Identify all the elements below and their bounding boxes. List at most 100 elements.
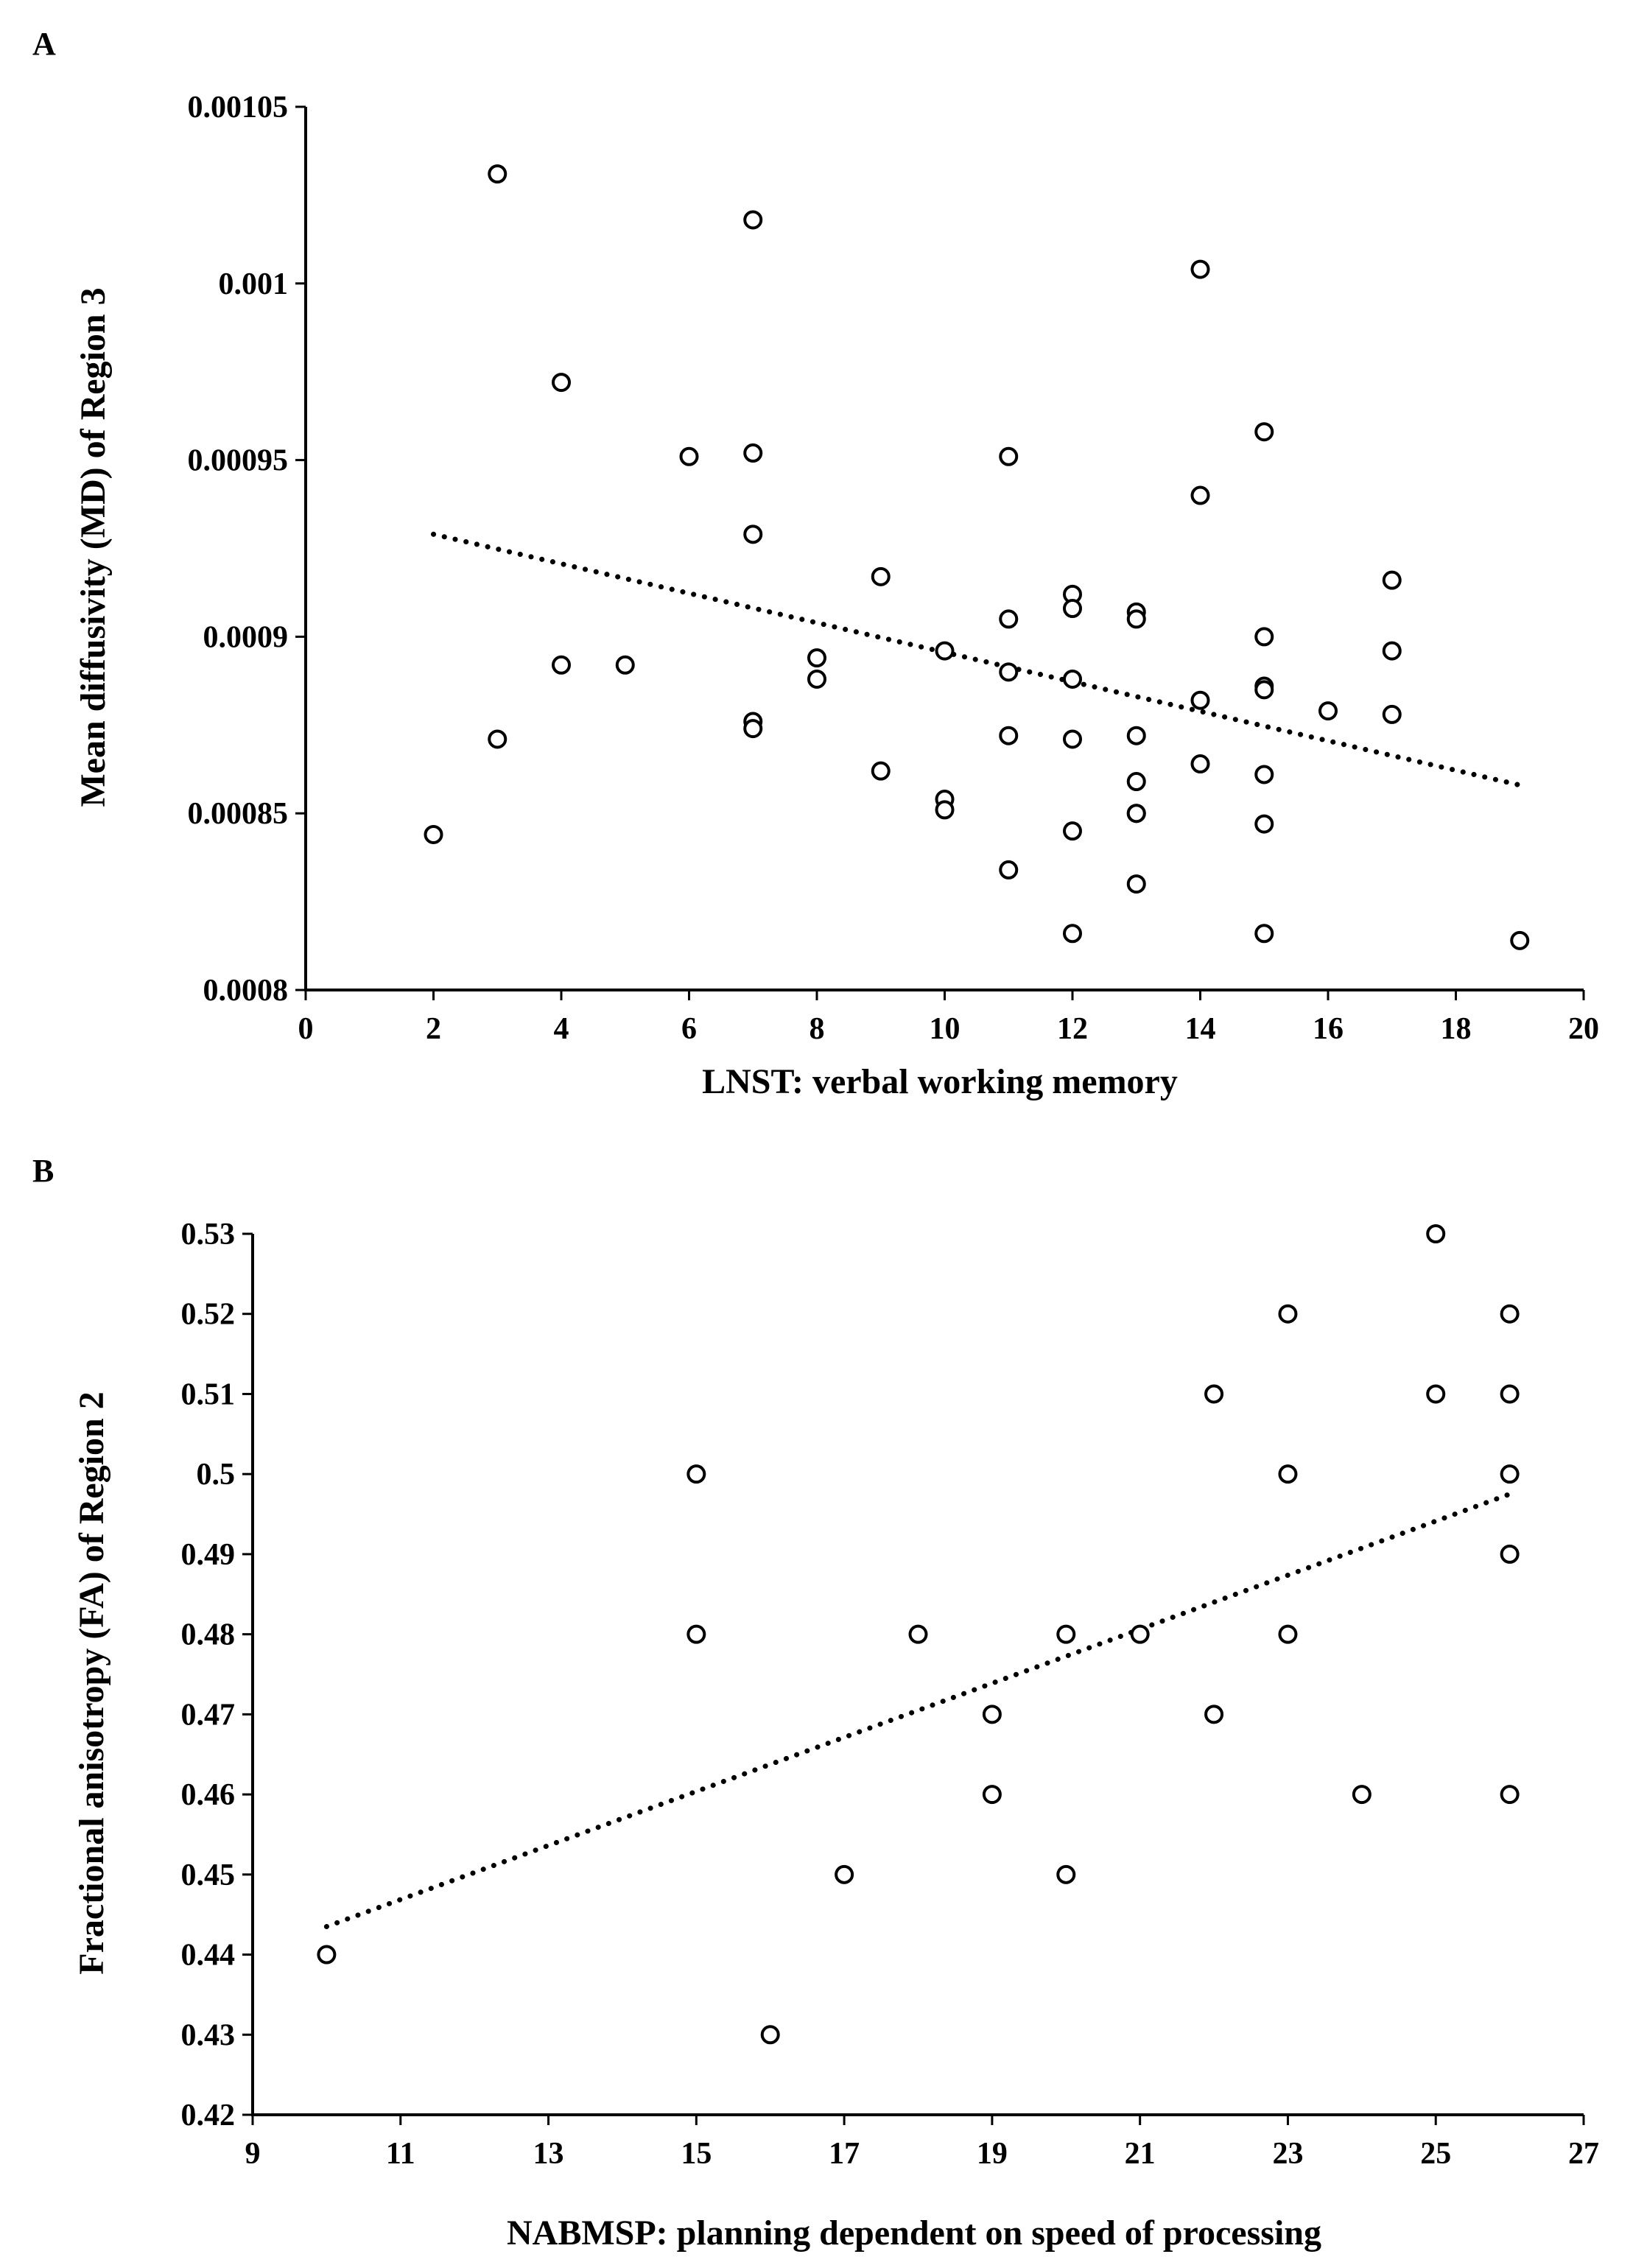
panel-a-data-point xyxy=(1063,729,1082,749)
panel-a-data-point xyxy=(1063,599,1082,619)
panel-b-trendline xyxy=(323,1491,1513,1929)
panel-b-data-point xyxy=(1500,1464,1520,1484)
panel-b-data-point xyxy=(1056,1864,1076,1884)
panel-a-x-axis-title: LNST: verbal working memory xyxy=(702,1062,1178,1101)
panel-a-data-point xyxy=(1126,874,1146,894)
panel-b-data-point xyxy=(686,1464,706,1484)
panel-b-x-axis-title: NABMSP: planning dependent on speed of p… xyxy=(507,2213,1321,2253)
panel-a-data-point xyxy=(935,641,955,661)
panel-a-data-point xyxy=(871,761,891,781)
panel-b-y-tick-label: 0.42 xyxy=(181,2099,236,2132)
panel-b-data-point xyxy=(982,1785,1002,1805)
panel-a-data-point xyxy=(1126,609,1146,629)
panel-a-data-point xyxy=(999,446,1019,466)
panel-a-x-tick-label: 20 xyxy=(1568,1012,1599,1046)
panel-a-y-tick-label: 0.00105 xyxy=(188,91,289,124)
panel-a-data-point xyxy=(999,609,1019,629)
panel-a-trendline xyxy=(431,531,1523,788)
panel-a-data-point xyxy=(1126,726,1146,745)
panel-b-y-tick-label: 0.5 xyxy=(197,1458,236,1492)
panel-b-x-tick-label: 13 xyxy=(533,2137,564,2171)
panel-b-x-tick-label: 9 xyxy=(245,2137,261,2171)
panel-a-data-point xyxy=(1318,701,1338,721)
panel-b-data-point xyxy=(1500,1785,1520,1805)
panel-b-data-point xyxy=(1056,1624,1076,1644)
panel-b-y-tick-label: 0.43 xyxy=(181,2018,236,2052)
panel-b-data-point xyxy=(760,2025,780,2045)
panel-b-y-tick-label: 0.47 xyxy=(181,1698,236,1732)
panel-a-data-point xyxy=(1126,804,1146,824)
panel-a-data-point xyxy=(552,373,571,393)
panel-a-data-point xyxy=(743,719,763,739)
panel-b-data-point xyxy=(317,1945,337,1965)
panel-b-data-point xyxy=(1426,1224,1446,1243)
panel-a-data-point xyxy=(1254,422,1274,442)
panel-b-data-point xyxy=(1278,1464,1298,1484)
panel-b-y-tick-label: 0.53 xyxy=(181,1218,236,1251)
panel-b-x-tick-label: 15 xyxy=(681,2137,712,2171)
panel-a-data-point xyxy=(999,662,1019,682)
panel-b-data-point xyxy=(1426,1384,1446,1404)
panel-a-x-tick-label: 8 xyxy=(810,1012,825,1046)
panel-b-y-tick-label: 0.48 xyxy=(181,1618,236,1652)
panel-a-y-tick-label: 0.001 xyxy=(219,267,289,301)
panel-b-data-point xyxy=(1130,1624,1150,1644)
panel-a: A LNST: verbal working memory Mean diffu… xyxy=(32,26,1599,1101)
panel-a-data-point xyxy=(935,800,955,820)
panel-a-data-point xyxy=(1382,641,1402,661)
panel-a-data-point xyxy=(679,446,699,466)
panel-a-x-tick-label: 14 xyxy=(1185,1012,1216,1046)
panel-b-data-point xyxy=(982,1704,1002,1724)
panel-a-x-tick-label: 10 xyxy=(930,1012,961,1046)
panel-a-data-point xyxy=(743,210,763,230)
panel-a-y-tick-label: 0.0009 xyxy=(203,620,289,654)
panel-a-y-tick-label: 0.00085 xyxy=(188,797,289,831)
panel-a-data-point xyxy=(743,443,763,463)
panel-b-y-axis-title: Fractional anisotropy (FA) of Region 2 xyxy=(72,1391,111,1974)
panel-a-y-tick-label: 0.0008 xyxy=(203,974,289,1008)
panel-b-y-tick-label: 0.49 xyxy=(181,1538,236,1572)
panel-b-data-point xyxy=(1500,1544,1520,1564)
panel-b-x-tick-label: 19 xyxy=(977,2137,1008,2171)
panel-b-y-tick-label: 0.51 xyxy=(181,1377,236,1411)
panel-b: B NABMSP: planning dependent on speed of… xyxy=(32,1153,1599,2253)
panel-a-x-tick-label: 12 xyxy=(1057,1012,1088,1046)
panel-b-x-tick-label: 21 xyxy=(1125,2137,1156,2171)
panel-a-data-point xyxy=(424,824,443,844)
panel-a-data-point xyxy=(488,164,508,184)
panel-b-data-point xyxy=(908,1624,928,1644)
panel-a-data-point xyxy=(1254,924,1274,944)
panel-a-data-point xyxy=(1382,704,1402,724)
panel-a-x-tick-label: 16 xyxy=(1313,1012,1344,1046)
panel-b-y-tick-label: 0.44 xyxy=(181,1939,236,1973)
panel-a-data-point xyxy=(1190,485,1210,505)
panel-b-x-tick-label: 23 xyxy=(1272,2137,1303,2171)
panel-a-data-point xyxy=(1254,814,1274,834)
panel-b-data-point xyxy=(1204,1704,1224,1724)
panel-a-y-tick-label: 0.00095 xyxy=(188,444,289,478)
panel-a-data-point xyxy=(1254,680,1274,700)
panel-a-data-point xyxy=(1190,754,1210,774)
panel-b-data-point xyxy=(686,1624,706,1644)
panel-a-x-tick-label: 0 xyxy=(298,1012,314,1046)
panel-b-data-point xyxy=(1204,1384,1224,1404)
panel-a-data-point xyxy=(1063,924,1082,944)
panel-a-x-tick-label: 6 xyxy=(681,1012,697,1046)
panel-a-data-point xyxy=(743,524,763,544)
panel-a-data-point xyxy=(1382,570,1402,590)
panel-b-data-point xyxy=(1278,1304,1298,1324)
panel-b-data-point xyxy=(835,1864,854,1884)
panel-b-letter: B xyxy=(32,1153,54,1189)
panel-a-data-point xyxy=(1063,821,1082,841)
panel-b-data-point xyxy=(1352,1785,1372,1805)
panel-b-y-tick-label: 0.52 xyxy=(181,1298,236,1332)
panel-a-data-point xyxy=(615,655,635,675)
panel-b-y-tick-label: 0.46 xyxy=(181,1778,236,1812)
panel-a-x-tick-label: 2 xyxy=(426,1012,441,1046)
panel-b-data-point xyxy=(1278,1624,1298,1644)
panel-a-data-point xyxy=(1510,930,1530,950)
panel-a-data-point xyxy=(1190,259,1210,279)
panel-a-data-point xyxy=(871,566,891,586)
panel-a-data-point xyxy=(807,648,826,668)
